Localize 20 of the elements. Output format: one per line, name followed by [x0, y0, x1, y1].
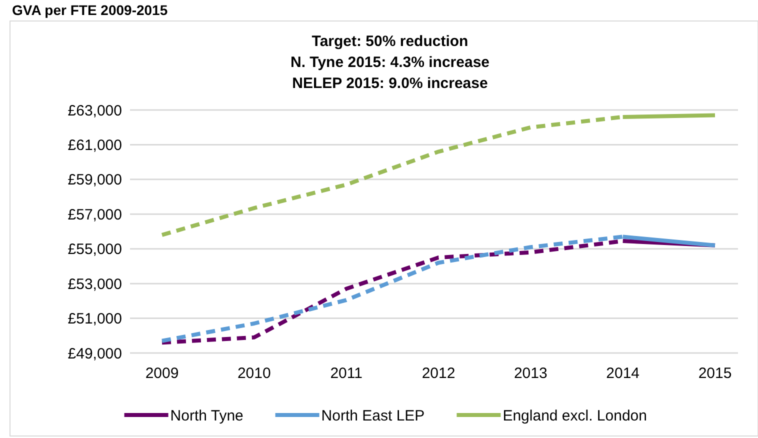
legend-label: North Tyne	[170, 407, 244, 424]
x-tick-label: 2013	[514, 365, 548, 382]
chart-subtitle: Target: 50% reduction N. Tyne 2015: 4.3% increase NELEP 2015: 9.0% increase	[290, 33, 490, 92]
legend-label: England excl. London	[502, 407, 647, 424]
y-tick-label: £51,000	[68, 310, 122, 328]
y-tick-label: £57,000	[68, 206, 122, 224]
x-tick-label: 2015	[698, 365, 732, 382]
y-tick-label: £53,000	[68, 276, 122, 293]
x-tick-label: 2012	[422, 365, 456, 382]
y-tick-label: £61,000	[68, 136, 122, 154]
x-tick-label: 2011	[330, 365, 362, 382]
x-tick-label: 2010	[237, 365, 271, 382]
legend-label: North East LEP	[321, 407, 425, 424]
y-tick-label: £59,000	[68, 172, 122, 189]
x-tick-label: 2014	[606, 365, 640, 382]
chart-title: GVA per FTE 2009-2015	[12, 2, 168, 18]
y-tick-label: £63,000	[68, 102, 122, 120]
y-tick-label: £55,000	[68, 241, 122, 258]
x-tick-label: 2009	[145, 365, 179, 382]
y-tick-label: £49,000	[68, 345, 122, 362]
